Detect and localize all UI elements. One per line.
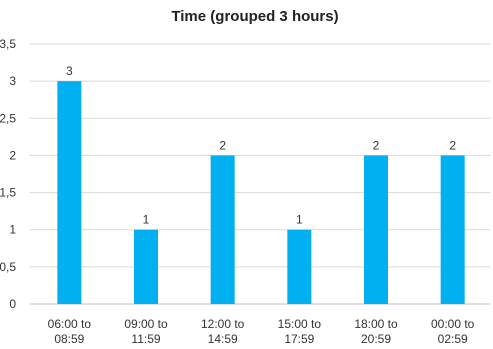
- bar: [210, 155, 235, 304]
- category-label: 15:00 to: [278, 317, 322, 331]
- category-label: 18:00 to: [354, 317, 398, 331]
- bar: [364, 155, 388, 304]
- bar: [134, 229, 158, 304]
- data-label: 1: [296, 213, 303, 227]
- category-label: 06:00 to: [48, 317, 92, 331]
- chart-title: Time (grouped 3 hours): [171, 8, 338, 25]
- category-label: 14:59: [208, 332, 238, 346]
- data-label: 3: [66, 64, 73, 78]
- data-label: 1: [143, 213, 150, 227]
- y-tick-label: 1: [9, 223, 16, 237]
- data-labels: 3 1 2 1 2 2: [66, 64, 456, 227]
- y-tick-label: 0: [9, 297, 16, 311]
- data-label: 2: [219, 138, 226, 152]
- y-tick-label: 2,5: [0, 111, 16, 125]
- y-tick-label: 2: [9, 148, 16, 162]
- y-axis-tick-labels: 0 0,5 1 1,5 2 2,5 3 3,5: [0, 37, 16, 311]
- bar: [440, 155, 465, 304]
- y-tick-label: 3: [9, 74, 16, 88]
- category-label: 00:00 to: [431, 317, 475, 331]
- y-tick-label: 0,5: [0, 260, 16, 274]
- category-label: 11:59: [131, 332, 160, 346]
- data-label: 2: [373, 138, 380, 152]
- bar: [287, 229, 312, 304]
- data-label: 2: [449, 138, 456, 152]
- category-label: 20:59: [361, 332, 391, 346]
- category-label: 12:00 to: [201, 317, 245, 331]
- gridlines: [30, 43, 490, 305]
- y-tick-label: 3,5: [0, 37, 16, 51]
- category-label: 09:00 to: [124, 317, 168, 331]
- category-label: 17:59: [284, 332, 314, 346]
- y-tick-label: 1,5: [0, 186, 16, 200]
- bar: [57, 81, 82, 305]
- bars: [57, 81, 465, 305]
- category-label: 08:59: [54, 332, 84, 346]
- category-label: 02:59: [438, 332, 468, 346]
